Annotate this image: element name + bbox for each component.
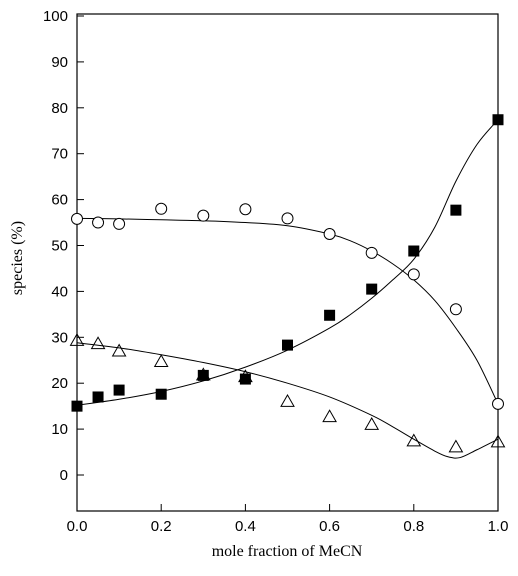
- x-axis-ticks: 0.0 0.2 0.4 0.6 0.8 1.0: [67, 504, 509, 535]
- x-tick-label: 0.8: [403, 518, 424, 535]
- x-tick-label: 0.4: [235, 518, 256, 535]
- x-tick-label: 0.6: [319, 518, 340, 535]
- data-point-square: [408, 245, 420, 257]
- data-point-square: [450, 204, 462, 216]
- data-point-circle: [92, 216, 105, 229]
- y-tick-label: 0: [60, 467, 68, 484]
- data-point-square: [492, 114, 504, 126]
- y-tick-label: 50: [51, 238, 68, 255]
- data-point-triangle: [448, 439, 464, 453]
- data-point-triangle: [364, 417, 380, 430]
- data-point-triangle: [90, 336, 106, 350]
- y-axis-ticks: 0 10 20 30 40 50 60 70 80 90 100: [43, 8, 84, 484]
- plot-frame: [76, 13, 499, 512]
- fit-curves: [76, 119, 499, 459]
- fit-curve-circle: [76, 217, 499, 405]
- data-point-circle: [239, 203, 252, 216]
- data-point-square: [113, 384, 125, 396]
- y-tick-label: 90: [51, 54, 68, 71]
- data-point-triangle: [280, 394, 295, 407]
- data-point-triangle: [111, 343, 127, 357]
- y-tick-label: 30: [51, 329, 68, 346]
- data-point-square: [92, 391, 104, 403]
- data-point-triangle: [69, 333, 85, 346]
- data-point-square: [239, 373, 251, 385]
- y-tick-label: 100: [43, 8, 68, 25]
- data-markers: [69, 114, 506, 453]
- fit-curve-square: [76, 119, 499, 406]
- data-point-square: [197, 369, 209, 381]
- x-axis-label: mole fraction of MeCN: [212, 543, 363, 560]
- y-tick-label: 10: [51, 421, 68, 438]
- data-point-triangle: [153, 354, 169, 368]
- data-point-circle: [155, 202, 168, 215]
- data-point-square: [366, 283, 378, 295]
- x-tick-label: 0.0: [67, 518, 88, 535]
- y-tick-label: 40: [51, 283, 68, 300]
- data-point-triangle: [322, 409, 337, 423]
- y-tick-label: 70: [51, 146, 68, 163]
- data-point-circle: [71, 212, 83, 225]
- data-point-circle: [407, 268, 420, 281]
- data-point-square: [282, 339, 293, 351]
- y-tick-label: 20: [51, 375, 68, 392]
- data-point-square: [71, 400, 83, 412]
- data-point-triangle: [490, 434, 506, 448]
- data-point-circle: [365, 246, 378, 259]
- y-axis-label: species (%): [9, 221, 26, 295]
- data-point-circle: [449, 303, 462, 316]
- data-point-square: [324, 309, 336, 321]
- data-point-circle: [323, 228, 336, 241]
- fit-curve-triangle: [76, 342, 499, 459]
- data-point-triangle: [195, 367, 211, 381]
- x-tick-label: 0.2: [151, 518, 172, 535]
- data-point-circle: [281, 212, 294, 225]
- data-point-triangle: [406, 433, 422, 447]
- data-point-square: [155, 388, 167, 400]
- data-point-circle: [197, 209, 210, 222]
- y-tick-label: 60: [51, 192, 68, 209]
- y-tick-label: 80: [51, 100, 68, 117]
- x-tick-label: 1.0: [488, 518, 509, 535]
- data-point-circle: [113, 217, 126, 230]
- data-point-triangle: [238, 369, 253, 383]
- data-point-circle: [492, 397, 504, 410]
